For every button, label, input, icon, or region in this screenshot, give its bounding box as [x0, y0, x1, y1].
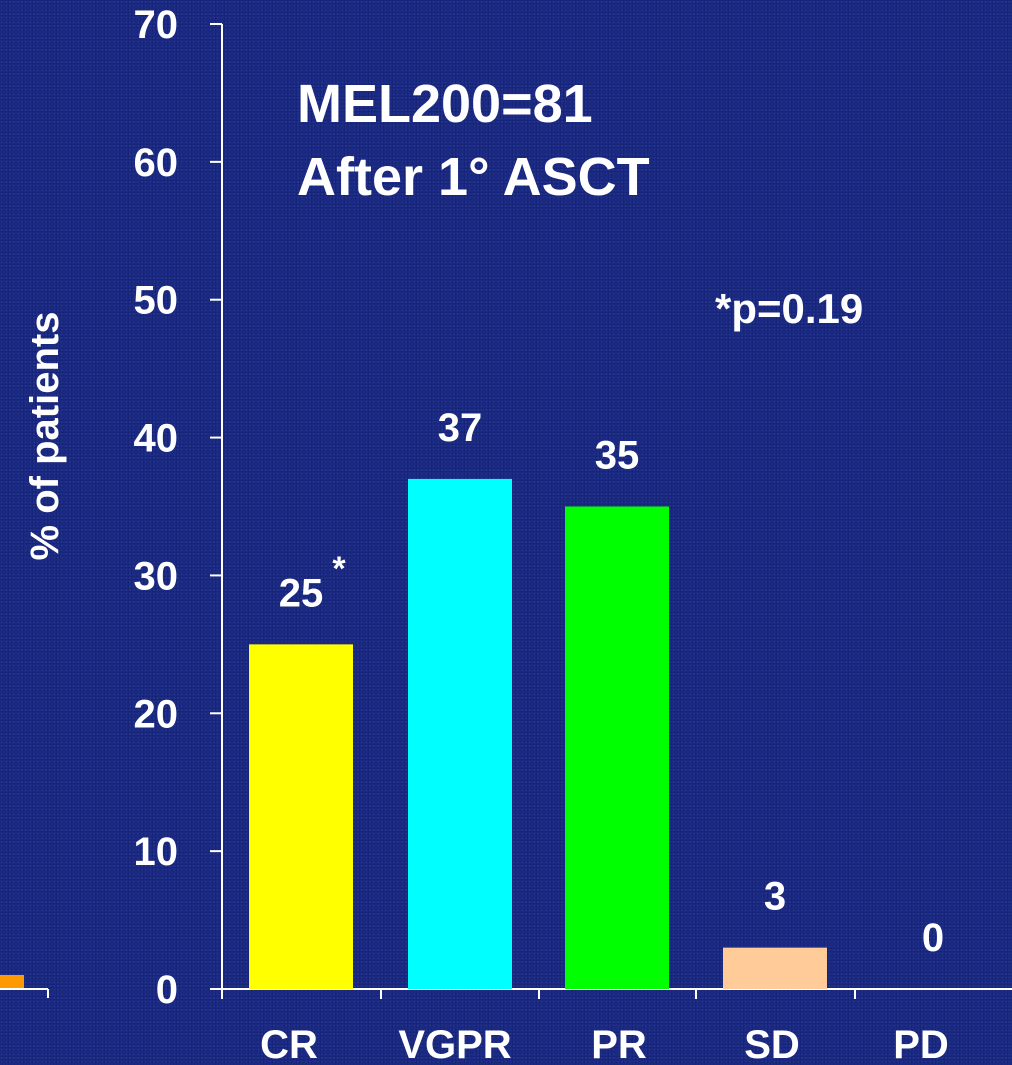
bars [249, 478, 827, 989]
y-tick-label: 40 [134, 417, 179, 461]
y-tick-label: 60 [134, 141, 179, 185]
bar-pr [565, 506, 669, 989]
y-tick-label: 10 [134, 830, 179, 874]
partial-bar-left-edge [0, 975, 24, 989]
y-tick-label: 20 [134, 692, 179, 736]
bar-sd [723, 947, 827, 989]
y-tick-label: 50 [134, 279, 179, 323]
y-tick-label: 70 [134, 3, 179, 47]
data-label-pr: 35 [595, 434, 640, 478]
bar-cr [249, 644, 353, 989]
x-tick-label-sd: SD [744, 1023, 800, 1065]
y-axis-title: % of patients [23, 312, 67, 561]
data-label-cr: 25 [279, 571, 324, 615]
y-tick-label: 0 [156, 968, 178, 1012]
labels: 25 CR 37 VGPR 35 PR 3 SD 0 PD * [260, 406, 949, 1065]
x-tick-label-pr: PR [591, 1023, 647, 1065]
x-tick-label-vgpr: VGPR [398, 1023, 511, 1065]
data-label-pd: 0 [922, 916, 944, 960]
cr-significance-asterisk: * [332, 550, 346, 588]
x-tick-label-pd: PD [893, 1023, 949, 1065]
x-tick-label-cr: CR [260, 1023, 318, 1065]
p-value-annotation: *p=0.19 [715, 285, 863, 332]
y-tick-label: 30 [134, 554, 179, 598]
chart-title-line-1: MEL200=81 [297, 74, 593, 134]
data-label-vgpr: 37 [438, 406, 483, 450]
chart-title-line-2: After 1° ASCT [297, 147, 650, 207]
data-label-sd: 3 [764, 875, 786, 919]
bar-vgpr [408, 478, 512, 989]
